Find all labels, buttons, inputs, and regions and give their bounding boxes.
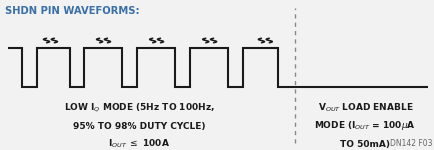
- Text: 95% TO 98% DUTY CYCLE): 95% TO 98% DUTY CYCLE): [73, 122, 205, 130]
- Text: LOW I$_Q$ MODE (5Hz TO 100Hz,: LOW I$_Q$ MODE (5Hz TO 100Hz,: [64, 102, 214, 114]
- Text: I$_{OUT}$ $\leq$ 100A: I$_{OUT}$ $\leq$ 100A: [108, 138, 170, 150]
- Text: TO 50mA): TO 50mA): [340, 140, 389, 148]
- Text: MODE (I$_{OUT}$ = 100$\mu$A: MODE (I$_{OUT}$ = 100$\mu$A: [314, 120, 415, 132]
- Text: DN142 F03: DN142 F03: [389, 140, 432, 148]
- Text: SHDN PIN WAVEFORMS:: SHDN PIN WAVEFORMS:: [5, 6, 139, 16]
- Text: V$_{OUT}$ LOAD ENABLE: V$_{OUT}$ LOAD ENABLE: [317, 102, 412, 114]
